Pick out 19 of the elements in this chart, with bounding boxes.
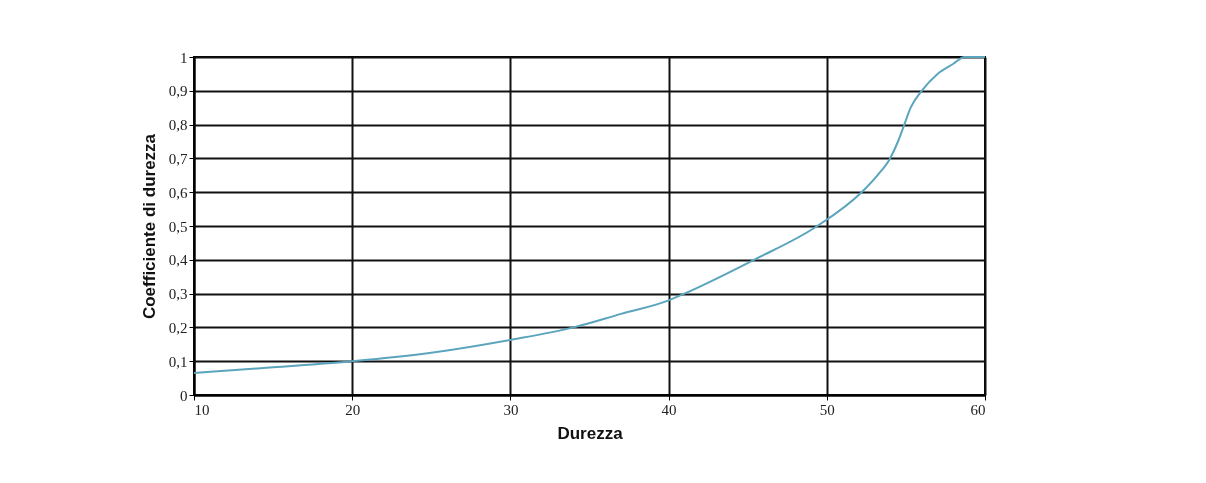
x-tick-label: 30 [503,401,519,418]
y-axis-title: Coefficiente di durezza [139,133,159,320]
y-tick-label: 0,4 [168,252,188,269]
y-tick-label: 0 [180,387,188,404]
x-tick-label: 60 [970,401,986,418]
y-tick-label: 0,1 [168,353,188,370]
y-tick-label: 0,6 [168,184,188,201]
x-tick-label: 20 [345,401,361,418]
x-tick-label: 40 [661,401,677,418]
x-axis-title: Durezza [557,423,624,443]
y-tick-label: 0,9 [168,83,188,100]
x-tick-label: 10 [194,401,210,418]
y-tick-label: 1 [180,49,188,66]
y-tick-label: 0,5 [168,218,188,235]
y-tick-label: 0,2 [168,319,188,336]
y-tick-label: 0,7 [168,150,188,167]
y-tick-label: 0,3 [168,286,188,303]
y-tick-label: 0,8 [168,117,188,134]
x-tick-label: 50 [819,401,835,418]
